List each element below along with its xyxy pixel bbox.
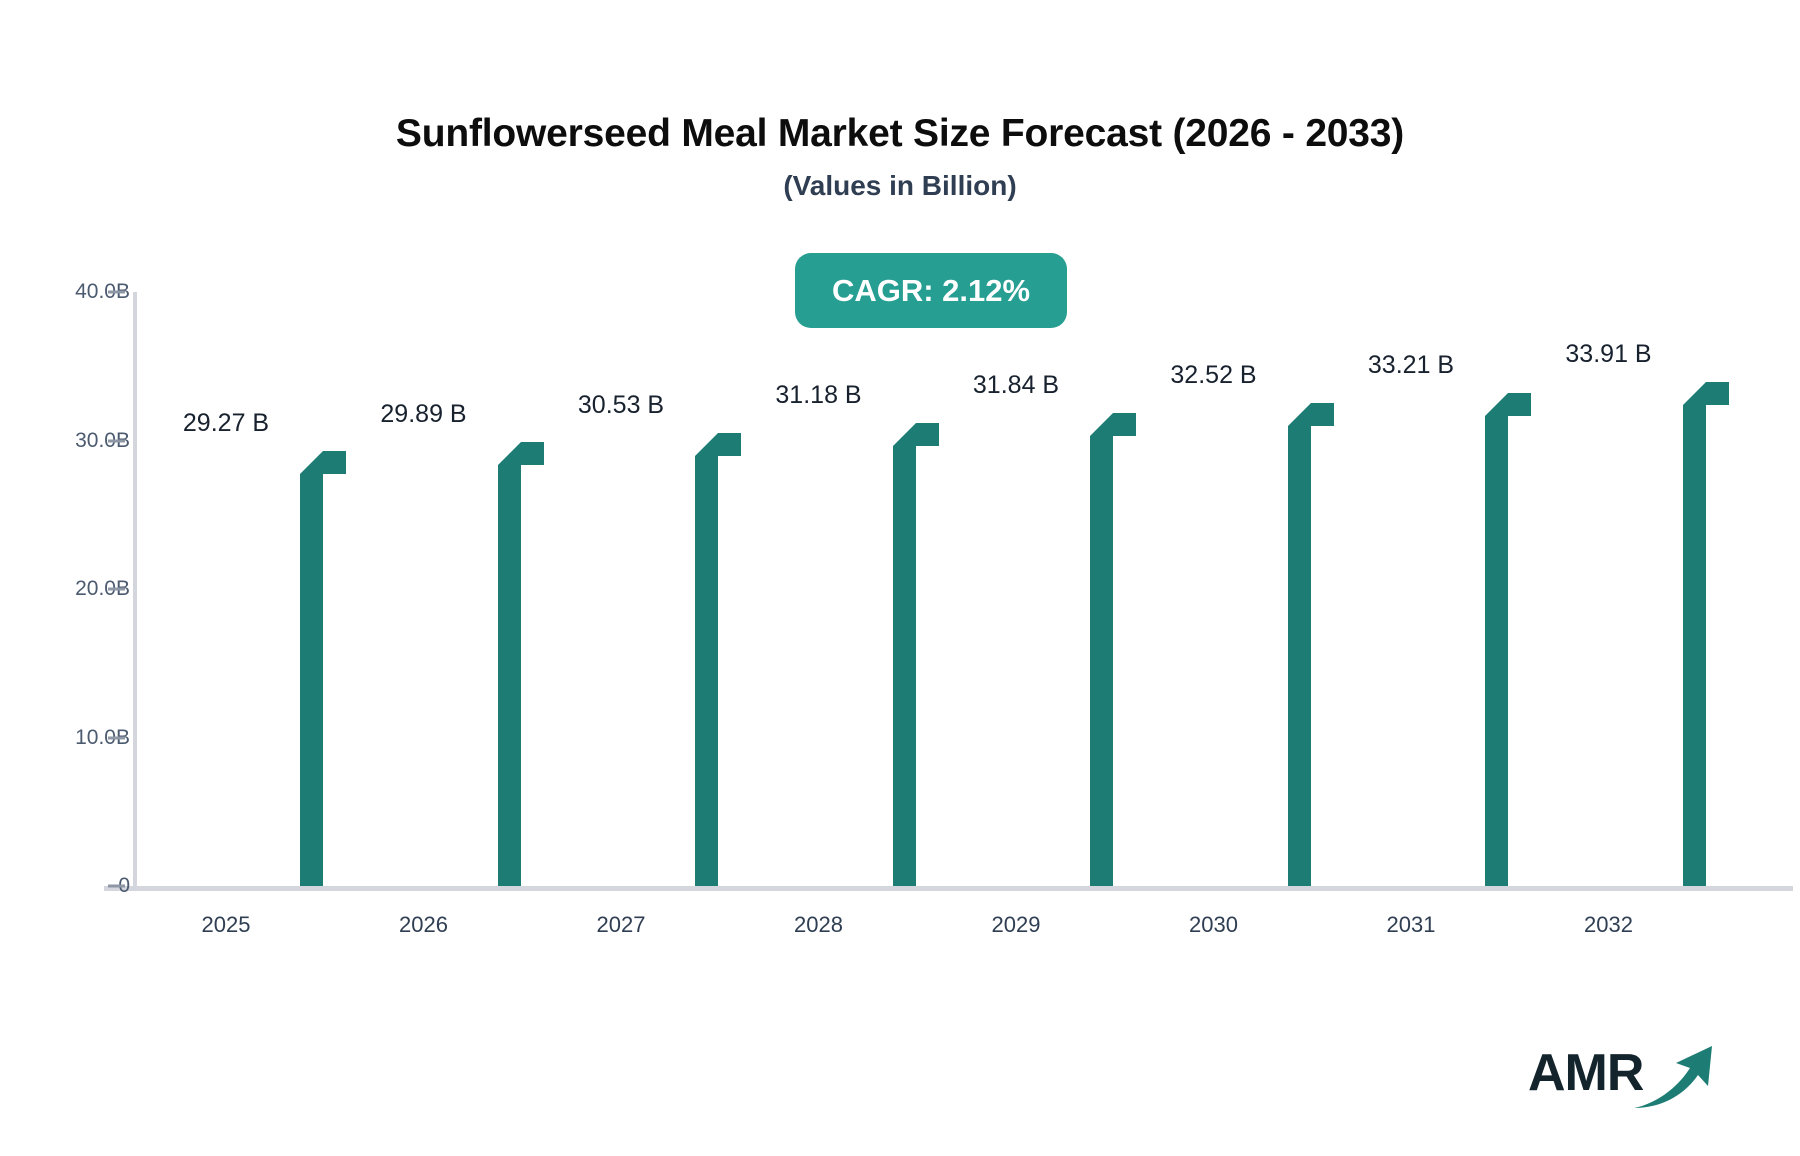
bar-2030[interactable]: 32.52 B xyxy=(1140,361,1334,886)
growth-arrow-icon xyxy=(1632,1042,1718,1119)
bar-2026[interactable]: 29.89 B xyxy=(350,400,544,886)
bar-2027[interactable]: 30.53 B xyxy=(547,391,741,886)
bar-2025[interactable]: 29.27 B xyxy=(152,409,346,886)
x-axis-label: 2030 xyxy=(1189,912,1238,937)
y-axis-tick-mark xyxy=(108,587,125,591)
y-axis-tick-label: 40.0B xyxy=(75,280,130,303)
bar-side-face xyxy=(497,465,521,886)
bar-side-face xyxy=(695,455,718,886)
bar-top-bevel xyxy=(892,422,939,446)
y-axis-tick-label: 20.0B xyxy=(75,577,130,600)
bar-value-label: 31.84 B xyxy=(972,371,1060,400)
bar-side-face xyxy=(300,474,323,886)
x-axis-label: 2025 xyxy=(201,912,251,937)
chart-title: Sunflowerseed Meal Market Size Forecast … xyxy=(395,112,1405,155)
bar-value-label: 29.89 B xyxy=(380,400,467,429)
bar-2029[interactable]: 31.84 B xyxy=(942,371,1136,886)
x-axis-label: 2031 xyxy=(1386,912,1436,937)
x-axis-line xyxy=(104,886,1793,891)
bar-top-bevel xyxy=(1682,382,1729,406)
bar-value-label: 32.52 B xyxy=(1170,361,1257,390)
bar-2028[interactable]: 31.18 B xyxy=(745,381,939,886)
bar-value-label: 31.18 B xyxy=(775,380,862,409)
bar-side-face xyxy=(1682,405,1706,886)
bar-top-bevel xyxy=(497,442,544,466)
bar-value-label: 33.21 B xyxy=(1367,350,1455,379)
y-axis-tick-label: 10.0B xyxy=(75,725,130,749)
amr-logo: AMR xyxy=(1528,1040,1718,1120)
x-axis-label: 2028 xyxy=(794,912,843,937)
x-axis-label: 2029 xyxy=(991,912,1041,937)
bar-top-bevel xyxy=(695,432,741,456)
y-axis-tick-mark xyxy=(108,884,125,888)
y-axis-line xyxy=(133,292,137,886)
bar-side-face xyxy=(1090,436,1113,886)
bar-2032[interactable]: 33.91 B xyxy=(1535,340,1729,886)
x-axis-label: 2026 xyxy=(399,912,448,937)
x-axis-label: 2032 xyxy=(1584,912,1633,937)
bar-2031[interactable]: 33.21 B xyxy=(1337,351,1531,886)
bar-top-bevel xyxy=(300,451,346,475)
bar-value-label: 30.53 B xyxy=(577,390,665,419)
y-axis-tick-label: 30.0B xyxy=(75,428,130,452)
bar-side-face xyxy=(1485,415,1508,886)
bar-value-label: 29.27 B xyxy=(182,409,270,438)
bar-side-face xyxy=(1287,426,1311,886)
bar-side-face xyxy=(892,445,916,886)
x-axis-label: 2027 xyxy=(596,912,646,937)
bar-value-label: 33.91 B xyxy=(1565,340,1652,369)
bar-top-bevel xyxy=(1287,403,1334,427)
bar-top-bevel xyxy=(1485,392,1531,416)
bar-top-bevel xyxy=(1090,413,1136,437)
logo-text: AMR xyxy=(1528,1044,1644,1102)
y-axis-tick-mark xyxy=(108,439,125,442)
cagr-badge: CAGR: 2.12% xyxy=(795,253,1067,328)
y-axis-tick-mark xyxy=(108,290,125,294)
y-axis-tick-mark xyxy=(108,736,125,739)
chart-subtitle: (Values in Billion) xyxy=(783,170,1017,201)
